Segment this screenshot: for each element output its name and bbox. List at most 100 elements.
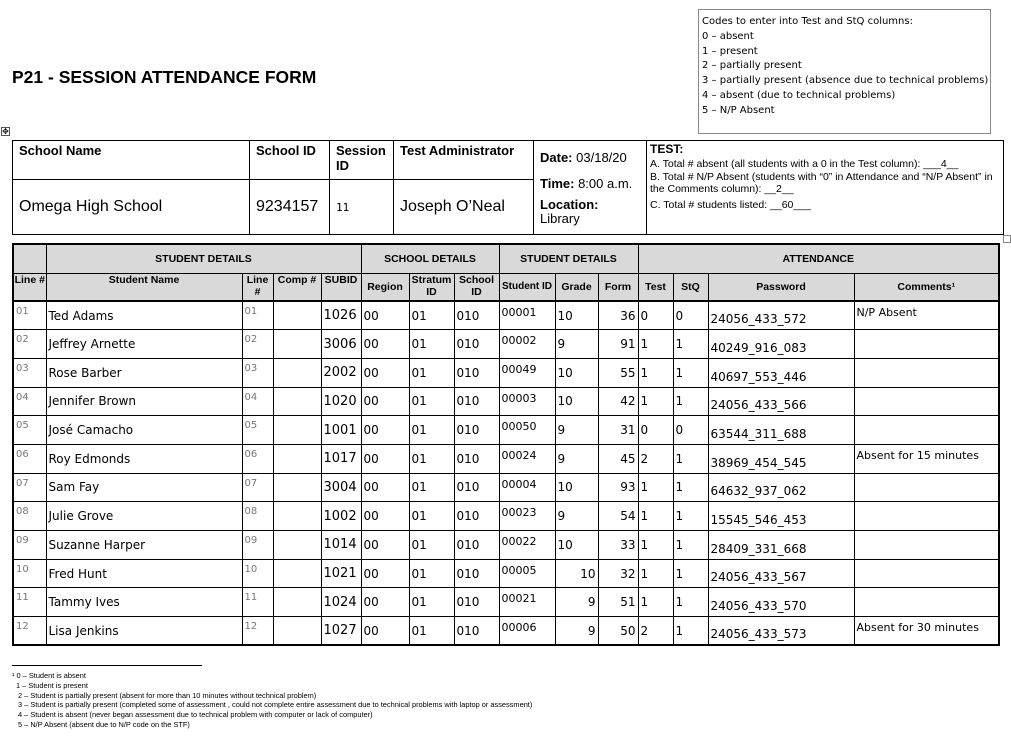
cell-comments[interactable] <box>853 530 1000 560</box>
cell-school-id[interactable]: 010 <box>453 443 500 474</box>
cell-student-name[interactable]: Rose Barber <box>45 357 243 388</box>
cell-line-num-2[interactable]: 07 <box>241 472 274 503</box>
cell-stratum-id[interactable]: 01 <box>408 443 455 474</box>
cell-line-num[interactable]: 08 <box>12 501 47 531</box>
cell-comments[interactable]: N/P Absent <box>853 300 1000 331</box>
cell-line-num-2[interactable]: 05 <box>241 415 274 445</box>
cell-student-name[interactable]: Roy Edmonds <box>45 443 243 474</box>
cell-grade[interactable]: 9 <box>554 587 599 618</box>
cell-test[interactable]: 1 <box>637 386 674 417</box>
cell-stratum-id[interactable]: 01 <box>408 587 455 618</box>
cell-student-id[interactable]: 00004 <box>498 472 556 503</box>
cell-password[interactable]: 24056_433_566 <box>707 386 855 417</box>
cell-form[interactable]: 91 <box>597 329 639 359</box>
cell-subid[interactable]: 1026 <box>320 300 362 331</box>
cell-line-num[interactable]: 01 <box>12 300 47 331</box>
cell-line-num[interactable]: 02 <box>12 329 47 359</box>
cell-grade[interactable]: 10 <box>554 357 599 388</box>
cell-comments[interactable] <box>853 415 1000 445</box>
cell-password[interactable]: 40697_553_446 <box>707 357 855 388</box>
cell-form[interactable]: 51 <box>597 587 639 618</box>
cell-comp-num[interactable] <box>272 443 322 474</box>
cell-stratum-id[interactable]: 01 <box>408 415 455 445</box>
cell-subid[interactable]: 2002 <box>320 357 362 388</box>
cell-region[interactable]: 00 <box>360 415 410 445</box>
cell-form[interactable]: 45 <box>597 443 639 474</box>
cell-student-name[interactable]: Lisa Jenkins <box>45 616 243 646</box>
cell-region[interactable]: 00 <box>360 386 410 417</box>
cell-password[interactable]: 24056_433_570 <box>707 587 855 618</box>
cell-line-num[interactable]: 12 <box>12 616 47 646</box>
cell-school-id[interactable]: 010 <box>453 558 500 589</box>
cell-comp-num[interactable] <box>272 501 322 531</box>
cell-student-id[interactable]: 00023 <box>498 501 556 531</box>
cell-student-name[interactable]: Fred Hunt <box>45 558 243 589</box>
cell-stq[interactable]: 1 <box>672 616 709 646</box>
cell-student-id[interactable]: 00024 <box>498 443 556 474</box>
cell-form[interactable]: 32 <box>597 558 639 589</box>
cell-stq[interactable]: 1 <box>672 587 709 618</box>
cell-grade[interactable]: 9 <box>554 415 599 445</box>
cell-grade[interactable]: 10 <box>554 530 599 560</box>
table-move-handle-icon[interactable]: ✥ <box>1 127 10 136</box>
cell-comp-num[interactable] <box>272 616 322 646</box>
cell-line-num[interactable]: 06 <box>12 443 47 474</box>
cell-region[interactable]: 00 <box>360 472 410 503</box>
cell-student-id[interactable]: 00050 <box>498 415 556 445</box>
cell-line-num-2[interactable]: 08 <box>241 501 274 531</box>
cell-grade[interactable]: 9 <box>554 443 599 474</box>
cell-line-num-2[interactable]: 04 <box>241 386 274 417</box>
cell-student-id[interactable]: 00021 <box>498 587 556 618</box>
cell-line-num-2[interactable]: 01 <box>241 300 274 331</box>
cell-comments[interactable] <box>853 329 1000 359</box>
cell-test[interactable]: 1 <box>637 587 674 618</box>
cell-region[interactable]: 00 <box>360 587 410 618</box>
cell-school-id[interactable]: 010 <box>453 501 500 531</box>
cell-student-id[interactable]: 00049 <box>498 357 556 388</box>
cell-stq[interactable]: 1 <box>672 386 709 417</box>
cell-line-num[interactable]: 10 <box>12 558 47 589</box>
cell-form[interactable]: 31 <box>597 415 639 445</box>
cell-line-num[interactable]: 11 <box>12 587 47 618</box>
cell-school-id[interactable]: 010 <box>453 300 500 331</box>
cell-comp-num[interactable] <box>272 415 322 445</box>
cell-stratum-id[interactable]: 01 <box>408 329 455 359</box>
cell-test[interactable]: 0 <box>637 300 674 331</box>
cell-grade[interactable]: 10 <box>554 386 599 417</box>
cell-subid[interactable]: 1024 <box>320 587 362 618</box>
cell-password[interactable]: 28409_331_668 <box>707 530 855 560</box>
cell-comp-num[interactable] <box>272 386 322 417</box>
cell-comments[interactable] <box>853 558 1000 589</box>
cell-subid[interactable]: 1020 <box>320 386 362 417</box>
cell-comp-num[interactable] <box>272 472 322 503</box>
cell-subid[interactable]: 1014 <box>320 530 362 560</box>
cell-form[interactable]: 55 <box>597 357 639 388</box>
cell-subid[interactable]: 3006 <box>320 329 362 359</box>
cell-student-name[interactable]: Ted Adams <box>45 300 243 331</box>
cell-school-id[interactable]: 010 <box>453 587 500 618</box>
cell-line-num-2[interactable]: 02 <box>241 329 274 359</box>
cell-subid[interactable]: 1001 <box>320 415 362 445</box>
cell-test[interactable]: 1 <box>637 558 674 589</box>
cell-line-num[interactable]: 03 <box>12 357 47 388</box>
cell-student-name[interactable]: Suzanne Harper <box>45 530 243 560</box>
cell-test[interactable]: 1 <box>637 357 674 388</box>
cell-test[interactable]: 1 <box>637 472 674 503</box>
cell-form[interactable]: 50 <box>597 616 639 646</box>
cell-comments[interactable] <box>853 386 1000 417</box>
cell-subid[interactable]: 1021 <box>320 558 362 589</box>
cell-line-num-2[interactable]: 12 <box>241 616 274 646</box>
cell-subid[interactable]: 1017 <box>320 443 362 474</box>
cell-line-num[interactable]: 07 <box>12 472 47 503</box>
cell-subid[interactable]: 3004 <box>320 472 362 503</box>
cell-stratum-id[interactable]: 01 <box>408 300 455 331</box>
cell-school-id[interactable]: 010 <box>453 472 500 503</box>
cell-region[interactable]: 00 <box>360 530 410 560</box>
cell-stq[interactable]: 1 <box>672 329 709 359</box>
cell-school-id[interactable]: 010 <box>453 616 500 646</box>
cell-stratum-id[interactable]: 01 <box>408 501 455 531</box>
cell-password[interactable]: 24056_433_573 <box>707 616 855 646</box>
cell-form[interactable]: 93 <box>597 472 639 503</box>
cell-test[interactable]: 1 <box>637 329 674 359</box>
cell-region[interactable]: 00 <box>360 443 410 474</box>
